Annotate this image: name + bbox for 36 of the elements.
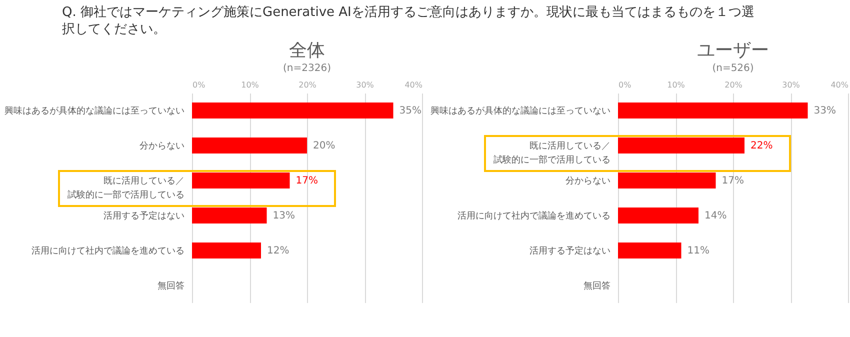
data-label: 20%	[313, 140, 336, 152]
x-tick-label: 40%	[404, 80, 423, 90]
data-label: 11%	[687, 246, 710, 256]
y-tick-label: 既に活用している／試験的に一部で活用している	[68, 176, 184, 200]
y-tick-label: 活用する予定はない	[104, 210, 184, 222]
data-label: 13%	[272, 210, 295, 222]
y-tick-label: 興味はあるが具体的な議論には至っていない	[430, 106, 610, 116]
x-tick-label: 30%	[356, 80, 374, 90]
y-tick-label: 無回答	[584, 280, 610, 292]
data-label: 22%	[750, 140, 773, 152]
data-label: 33%	[814, 106, 836, 116]
data-label: 14%	[704, 210, 727, 222]
data-label: 12%	[267, 246, 290, 256]
y-tick-label: 興味はあるが具体的な議論には至っていない	[4, 106, 184, 116]
data-label: 17%	[722, 176, 744, 186]
y-tick-label: 既に活用している／試験的に一部で活用している	[494, 140, 610, 166]
data-label: 35%	[399, 106, 422, 116]
y-tick-label: 活用に向けて社内で議論を進めている	[458, 210, 610, 222]
x-tick-label: 0%	[618, 80, 632, 90]
text: Q. 御社ではマーケティング施策にGenerative AIを活用するご意向はありますか。現状に最も当てはまるものを１つ選択してください。	[62, 5, 754, 37]
data-label: 17%	[296, 176, 318, 186]
x-tick-label: 40%	[830, 80, 849, 90]
x-tick-label: 20%	[724, 80, 743, 90]
y-tick-label: 活用に向けて社内で議論を進めている	[32, 246, 184, 256]
y-tick-label: 無回答	[158, 280, 184, 292]
chart-subtitle: (n=2326)	[283, 63, 332, 74]
y-tick-label: 分からない	[566, 176, 610, 186]
chart-subtitle: (n=526)	[712, 63, 754, 74]
y-tick-label: 活用する予定はない	[530, 246, 610, 256]
x-tick-label: 30%	[782, 80, 800, 90]
chart-title: ユーザー	[697, 40, 769, 61]
x-tick-label: 0%	[192, 80, 206, 90]
y-tick-label: 分からない	[140, 140, 184, 152]
x-tick-label: 10%	[667, 80, 686, 90]
x-tick-label: 20%	[298, 80, 317, 90]
x-tick-label: 10%	[241, 80, 260, 90]
